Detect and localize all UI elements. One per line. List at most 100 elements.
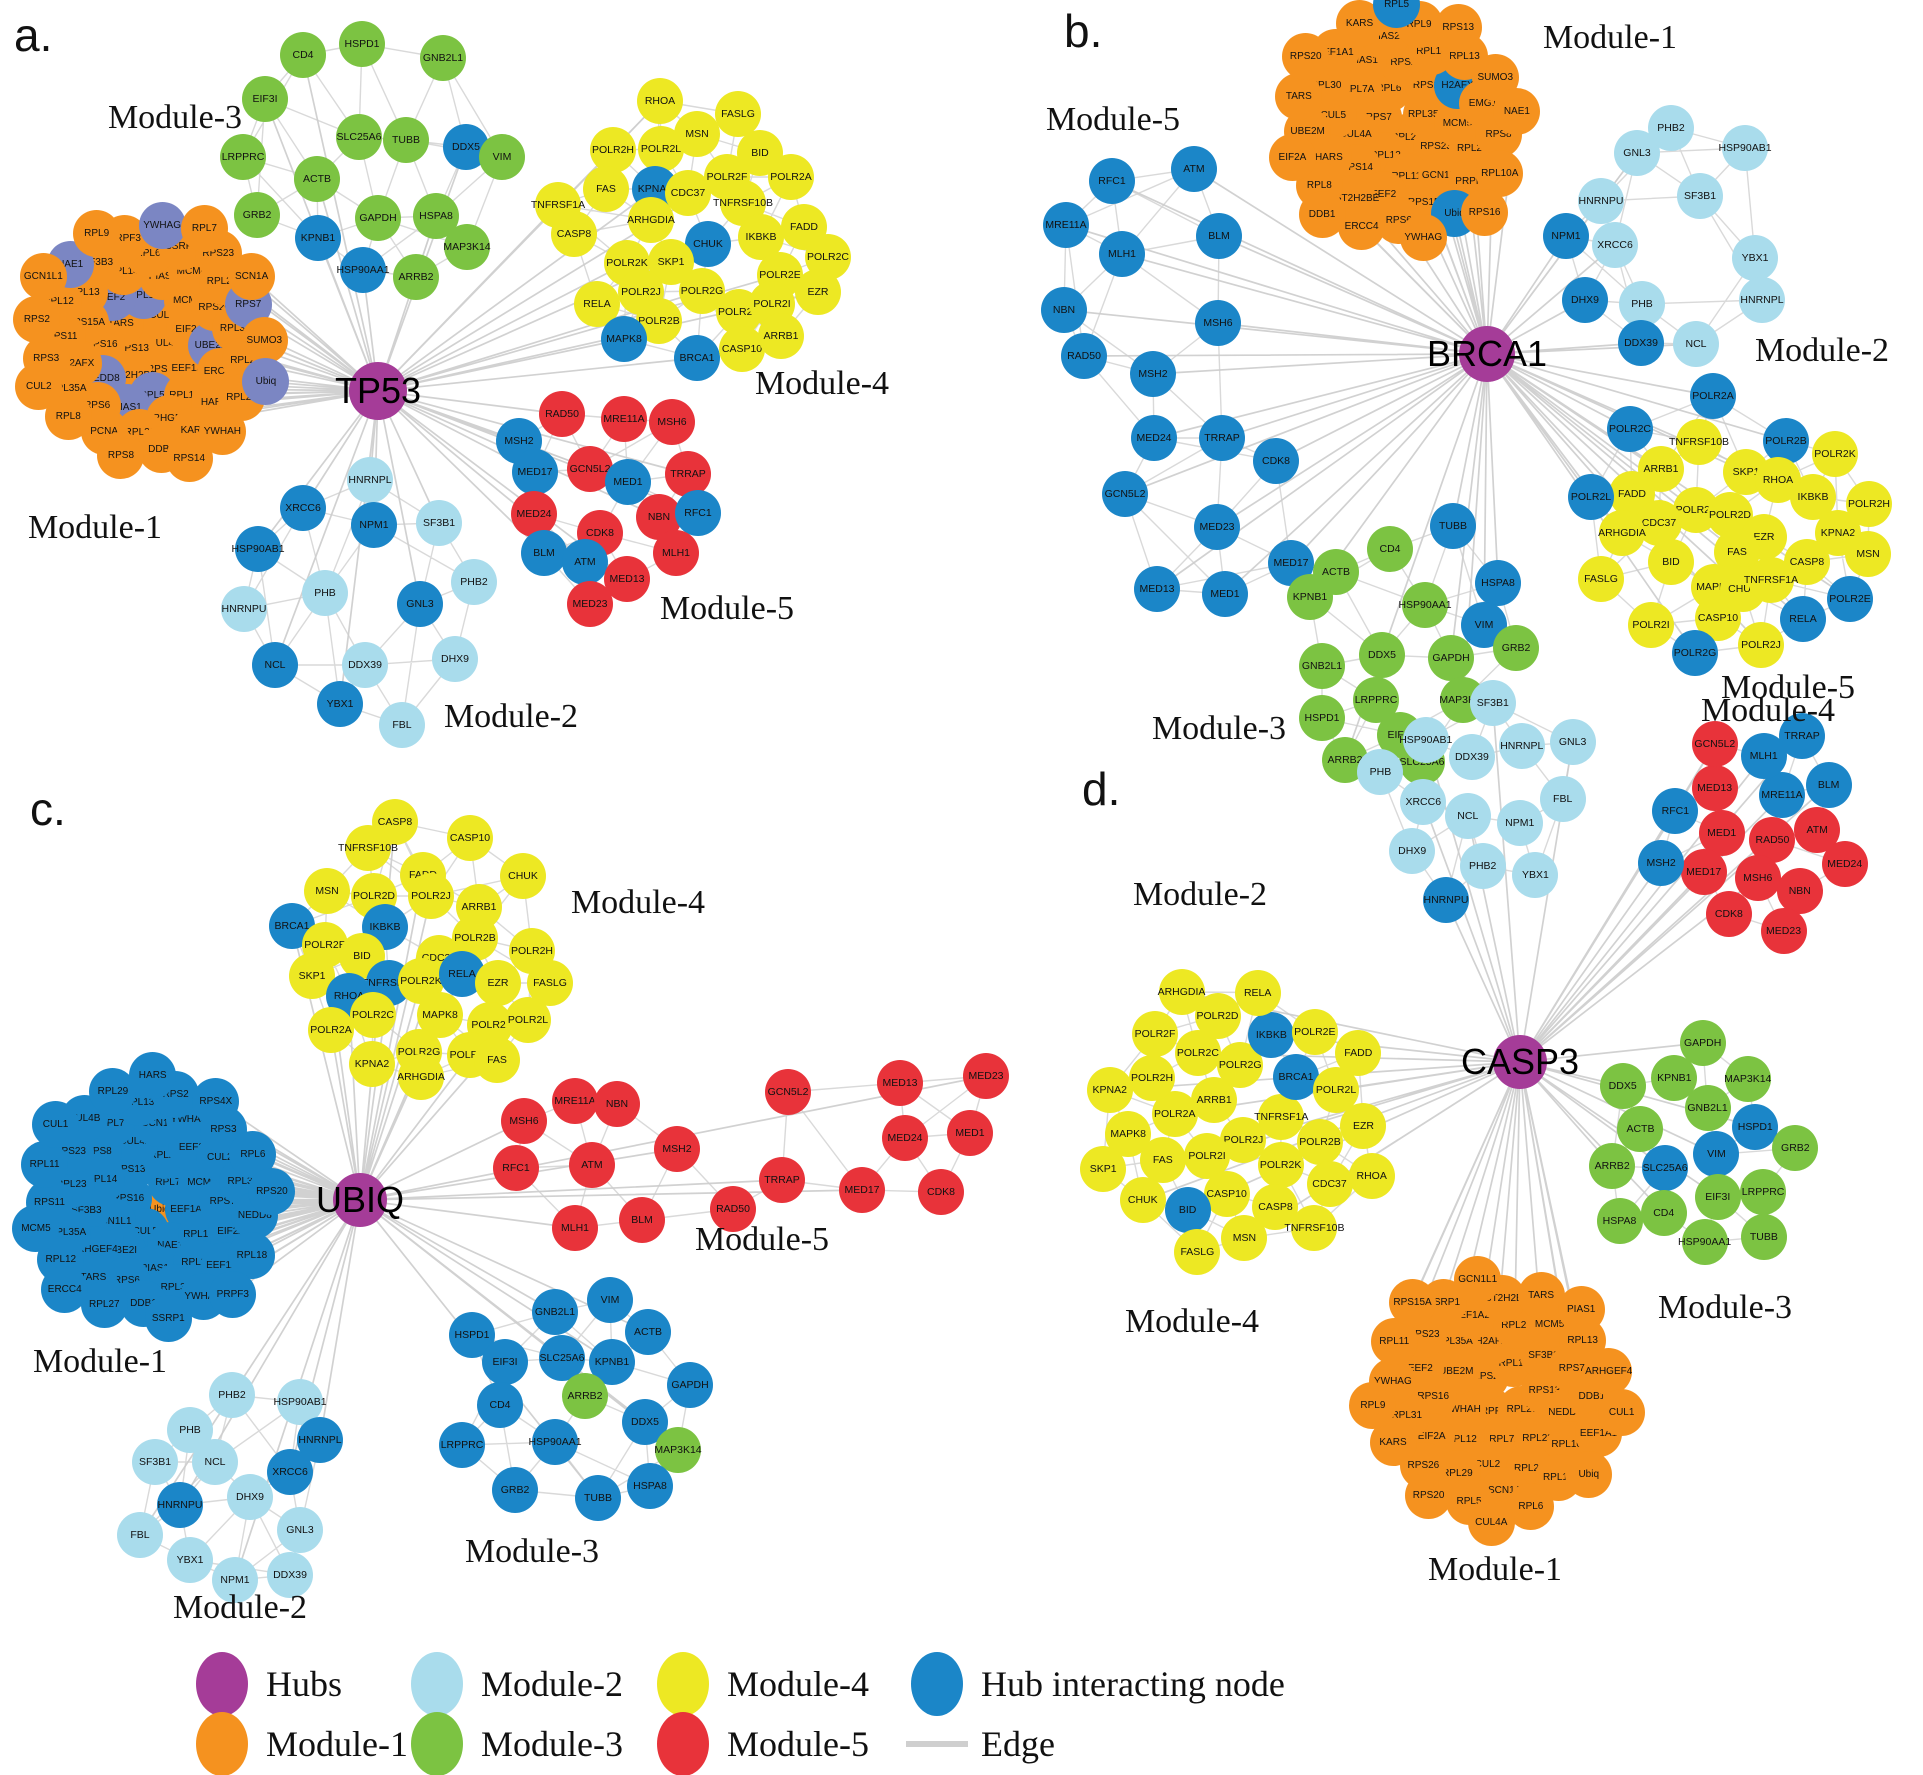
node-MED24[interactable]: MED24 <box>882 1115 928 1161</box>
node-POLR2J[interactable]: POLR2J <box>1738 622 1784 668</box>
node-MSH6[interactable]: MSH6 <box>501 1098 547 1144</box>
node-BLM[interactable]: BLM <box>521 530 567 576</box>
node-MED24[interactable]: MED24 <box>1821 841 1868 888</box>
node-HSP90AB1[interactable]: HSP90AB1 <box>231 526 285 572</box>
node-CDK8[interactable]: CDK8 <box>1253 438 1299 484</box>
node-RPS8[interactable]: RPS8 <box>97 431 145 479</box>
node-CDK8[interactable]: CDK8 <box>1705 890 1752 937</box>
node-XRCC6[interactable]: XRCC6 <box>280 485 326 531</box>
node-TRRAP[interactable]: TRRAP <box>1199 415 1245 461</box>
node-ATM[interactable]: ATM <box>1171 146 1217 192</box>
node-EZR[interactable]: EZR <box>795 269 841 315</box>
node-GAPDH[interactable]: GAPDH <box>355 195 401 241</box>
node-GNB2L1[interactable]: GNB2L1 <box>420 35 466 81</box>
node-BLM[interactable]: BLM <box>1196 213 1242 259</box>
node-GNB2L1[interactable]: GNB2L1 <box>1299 643 1345 689</box>
node-FBL[interactable]: FBL <box>379 702 425 748</box>
node-ARHGDIA[interactable]: ARHGDIA <box>1598 510 1646 556</box>
node-CD4[interactable]: CD4 <box>1640 1189 1687 1236</box>
node-GRB2[interactable]: GRB2 <box>492 1467 538 1513</box>
node-NAE1[interactable]: NAE1 <box>1493 87 1541 135</box>
node-MED17[interactable]: MED17 <box>1680 848 1727 895</box>
node-DDX39[interactable]: DDX39 <box>1618 320 1664 366</box>
node-NBN[interactable]: NBN <box>1776 867 1823 914</box>
node-RPS13[interactable]: RPS13 <box>1434 3 1482 51</box>
node-POLR2G[interactable]: POLR2G <box>1672 630 1718 676</box>
node-FASLG[interactable]: FASLG <box>1578 556 1624 602</box>
node-MSH2[interactable]: MSH2 <box>1130 351 1176 397</box>
node-RPL11[interactable]: RPL11 <box>21 1140 69 1188</box>
node-PHB2[interactable]: PHB2 <box>209 1372 255 1418</box>
node-SLC25A6[interactable]: SLC25A6 <box>1642 1144 1689 1191</box>
node-POLR2K[interactable]: POLR2K <box>1812 431 1858 477</box>
node-HSP90AB1[interactable]: HSP90AB1 <box>1718 125 1772 171</box>
node-HSPD1[interactable]: HSPD1 <box>339 21 385 67</box>
node-MLH1[interactable]: MLH1 <box>1099 231 1145 277</box>
node-Ubiq[interactable]: Ubiq <box>242 358 290 406</box>
node-ERCC4[interactable]: ERCC4 <box>41 1265 89 1313</box>
node-RPS15A[interactable]: RPS15A <box>1389 1278 1437 1326</box>
node-HSP90AB1[interactable]: HSP90AB1 <box>1399 717 1452 764</box>
node-POLR2B[interactable]: POLR2B <box>1763 418 1809 464</box>
node-POLR2J[interactable]: POLR2J <box>408 873 454 919</box>
node-FAS[interactable]: FAS <box>583 166 629 212</box>
node-HARS[interactable]: HARS <box>129 1052 177 1100</box>
node-BID[interactable]: BID <box>1164 1186 1211 1233</box>
node-RFC1[interactable]: RFC1 <box>1089 158 1135 204</box>
node-ARHGDIA[interactable]: ARHGDIA <box>397 1054 445 1100</box>
node-ACTB[interactable]: ACTB <box>625 1309 671 1355</box>
node-FASLG[interactable]: FASLG <box>1174 1228 1221 1275</box>
node-NCL[interactable]: NCL <box>252 642 298 688</box>
node-GCN1L1[interactable]: GCN1L1 <box>19 253 67 301</box>
node-GCN5L2[interactable]: GCN5L2 <box>765 1069 811 1115</box>
node-POLR2E[interactable]: POLR2E <box>1827 576 1873 622</box>
node-GRB2[interactable]: GRB2 <box>234 192 280 238</box>
node-MSH6[interactable]: MSH6 <box>649 399 695 445</box>
node-MED13[interactable]: MED13 <box>877 1060 923 1106</box>
node-Ubiq[interactable]: Ubiq <box>1565 1450 1613 1498</box>
node-ARHGEF4[interactable]: ARHGEF4 <box>1585 1347 1632 1395</box>
node-CHUK[interactable]: CHUK <box>500 853 546 899</box>
node-NCL[interactable]: NCL <box>1444 792 1491 839</box>
node-CD4[interactable]: CD4 <box>280 32 326 78</box>
node-PHB2[interactable]: PHB2 <box>1648 105 1694 151</box>
node-TNFRSF10B[interactable]: TNFRSF10B <box>338 825 398 871</box>
node-SF3B1[interactable]: SF3B1 <box>1469 679 1516 726</box>
node-GAPDH[interactable]: GAPDH <box>1428 635 1474 681</box>
node-BID[interactable]: BID <box>1648 539 1694 585</box>
node-HSPA8[interactable]: HSPA8 <box>627 1463 673 1509</box>
node-VIM[interactable]: VIM <box>479 134 525 180</box>
node-MED13[interactable]: MED13 <box>1691 765 1738 812</box>
node-EIF3I[interactable]: EIF3I <box>242 76 288 122</box>
node-RAD50[interactable]: RAD50 <box>539 391 585 437</box>
hub-node-CASP3[interactable] <box>1493 1035 1547 1089</box>
node-POLR2F[interactable]: POLR2F <box>1132 1010 1179 1057</box>
node-MCM5[interactable]: MCM5 <box>12 1204 60 1252</box>
node-ATM[interactable]: ATM <box>569 1142 615 1188</box>
node-MSH2[interactable]: MSH2 <box>654 1126 700 1172</box>
node-ARRB2[interactable]: ARRB2 <box>1589 1143 1636 1190</box>
node-GAPDH[interactable]: GAPDH <box>667 1362 713 1408</box>
node-MED17[interactable]: MED17 <box>512 449 558 495</box>
node-DDX39[interactable]: DDX39 <box>267 1552 313 1598</box>
node-POLR2L[interactable]: POLR2L <box>505 997 551 1043</box>
node-NCL[interactable]: NCL <box>192 1439 238 1485</box>
node-LRPPRC[interactable]: LRPPRC <box>1740 1168 1787 1215</box>
node-NBN[interactable]: NBN <box>594 1081 640 1127</box>
node-HNRNPU[interactable]: HNRNPU <box>1422 877 1469 924</box>
node-SSRP1[interactable]: SSRP1 <box>144 1294 192 1342</box>
node-MED23[interactable]: MED23 <box>1760 907 1807 954</box>
node-CDC37[interactable]: CDC37 <box>1306 1160 1353 1207</box>
node-PRPF3[interactable]: PRPF3 <box>209 1270 257 1318</box>
node-PHB2[interactable]: PHB2 <box>451 559 497 605</box>
node-ARHGDIA[interactable]: ARHGDIA <box>1158 969 1205 1016</box>
node-EIF3I[interactable]: EIF3I <box>482 1339 528 1385</box>
node-EZR[interactable]: EZR <box>475 960 521 1006</box>
node-GCN5L2[interactable]: GCN5L2 <box>1102 471 1148 517</box>
hub-node-TP53[interactable] <box>349 362 407 420</box>
node-POLR2A[interactable]: POLR2A <box>308 1007 354 1053</box>
node-CDK8[interactable]: CDK8 <box>918 1169 964 1215</box>
node-RPL9[interactable]: RPL9 <box>1349 1381 1397 1429</box>
node-MED17[interactable]: MED17 <box>839 1167 885 1213</box>
node-SCN1A[interactable]: SCN1A <box>228 253 276 301</box>
